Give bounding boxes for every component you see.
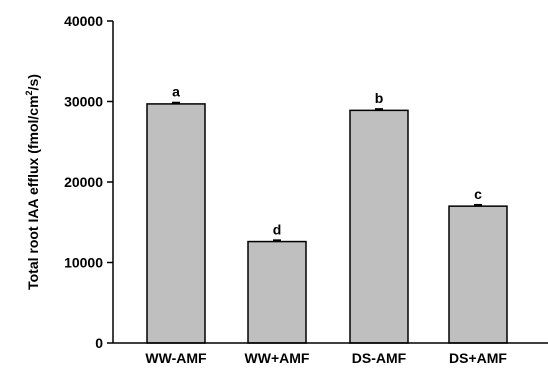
significance-letter: a bbox=[172, 84, 180, 100]
significance-letters-group: a d b c bbox=[172, 84, 482, 238]
y-axis-title: Total root IAA efflux (fmol/cm2/s) bbox=[24, 74, 41, 290]
bar-ds-amf bbox=[448, 205, 508, 344]
bar-ww-amf bbox=[146, 103, 206, 344]
bar-ww-amf bbox=[247, 240, 307, 344]
significance-letter: d bbox=[273, 221, 282, 237]
bars-group bbox=[146, 103, 508, 344]
x-labels-group: WW-AMF WW+AMF DS-AMF DS+AMF bbox=[145, 350, 507, 366]
x-tick-label: DS-AMF bbox=[352, 350, 407, 366]
y-axis-title-superscript: 2 bbox=[24, 90, 34, 95]
y-axis-title-suffix: /s) bbox=[25, 74, 41, 90]
y-tick-label: 30000 bbox=[64, 94, 103, 110]
x-tick-label: DS+AMF bbox=[449, 350, 507, 366]
y-tick-label: 10000 bbox=[64, 255, 103, 271]
bar-ds-amf bbox=[349, 109, 409, 344]
y-tick-label: 20000 bbox=[64, 174, 103, 190]
y-axis-title-prefix: Total root IAA efflux (fmol/cm bbox=[25, 95, 41, 289]
y-ticks-group: 0 10000 20000 30000 40000 bbox=[64, 13, 113, 351]
error-bars-group bbox=[172, 101, 482, 242]
significance-letter: b bbox=[375, 90, 384, 106]
y-tick-label: 0 bbox=[95, 335, 103, 351]
y-tick-label: 40000 bbox=[64, 13, 103, 29]
x-tick-label: WW+AMF bbox=[245, 350, 310, 366]
x-tick-label: WW-AMF bbox=[145, 350, 207, 366]
significance-letter: c bbox=[474, 186, 482, 202]
